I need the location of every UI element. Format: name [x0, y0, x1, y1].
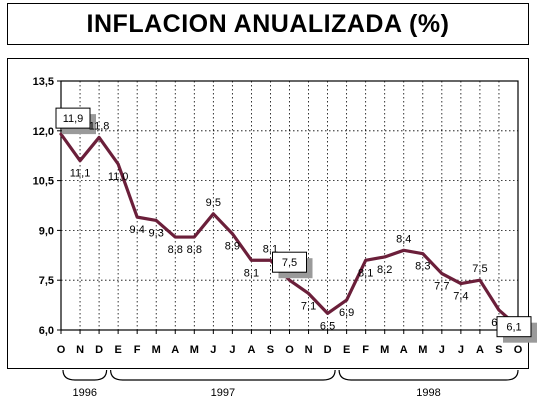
y-tick-label: 9,0: [39, 225, 54, 237]
year-label: 1997: [211, 387, 235, 399]
inflation-series-line: [59, 132, 520, 329]
y-tick-label: 6,0: [39, 325, 54, 337]
data-label: 8,4: [396, 233, 411, 245]
x-tick-label: M: [190, 344, 199, 356]
x-tick-label: J: [439, 344, 445, 356]
x-tick-label: O: [514, 344, 523, 356]
data-label: 11,8: [89, 120, 110, 132]
data-label: 8,8: [168, 244, 183, 256]
x-tick-label: J: [458, 344, 464, 356]
data-label: 8,1: [358, 267, 373, 279]
data-label: 11,9: [63, 113, 84, 125]
y-tick-label: 7,5: [39, 275, 54, 287]
x-tick-label: F: [362, 344, 369, 356]
x-tick-label: A: [400, 344, 408, 356]
data-label: 7,7: [434, 281, 449, 293]
data-label: 6,1: [506, 322, 521, 334]
data-label: 11,1: [70, 168, 91, 180]
x-tick-label: O: [57, 344, 66, 356]
title-box: INFLACION ANUALIZADA (%): [7, 3, 529, 45]
data-label: 8,3: [415, 261, 430, 273]
x-tick-label: D: [95, 344, 103, 356]
data-label-box: [55, 107, 91, 129]
data-label-box: [272, 251, 307, 273]
data-label: 9,3: [149, 227, 164, 239]
x-tick-label: A: [247, 344, 255, 356]
data-label: 6,5: [320, 320, 335, 332]
x-tick-label: A: [171, 344, 179, 356]
x-tick-label: S: [267, 344, 274, 356]
x-tick-label: D: [324, 344, 332, 356]
y-tick-label: 10,5: [33, 176, 54, 188]
data-label: 9,5: [206, 197, 221, 209]
x-tick-label: N: [305, 344, 313, 356]
y-tick-label: 12,0: [33, 126, 54, 138]
x-tick-label: O: [285, 344, 294, 356]
chart-title: INFLACION ANUALIZADA (%): [86, 10, 450, 38]
x-tick-label: E: [114, 344, 121, 356]
data-label: 8,2: [377, 264, 392, 276]
x-tick-label: S: [495, 344, 502, 356]
year-bracket: [110, 369, 336, 381]
year-label: 1998: [416, 387, 440, 399]
data-label: 8,1: [244, 267, 259, 279]
x-tick-label: A: [476, 344, 484, 356]
data-label: 8,8: [187, 244, 202, 256]
year-bracket: [338, 369, 519, 381]
data-label: 11,0: [108, 171, 129, 183]
x-tick-label: M: [152, 344, 161, 356]
data-label-box: [496, 316, 532, 338]
year-bracket: [62, 369, 108, 381]
x-tick-label: M: [418, 344, 427, 356]
x-tick-label: J: [210, 344, 216, 356]
data-label: 7,1: [301, 300, 316, 312]
data-label: 9,4: [130, 224, 145, 236]
x-tick-label: J: [229, 344, 235, 356]
data-label: 7,4: [453, 291, 468, 303]
data-label: 7,5: [472, 263, 487, 275]
data-label: 6,9: [339, 307, 354, 319]
data-label: 7,5: [282, 257, 297, 269]
x-tick-label: N: [76, 344, 84, 356]
x-tick-label: F: [134, 344, 141, 356]
y-tick-label: 13,5: [33, 76, 54, 88]
year-label: 1996: [73, 387, 97, 399]
x-tick-label: M: [380, 344, 389, 356]
data-label: 8,9: [225, 241, 240, 253]
x-tick-label: E: [343, 344, 350, 356]
